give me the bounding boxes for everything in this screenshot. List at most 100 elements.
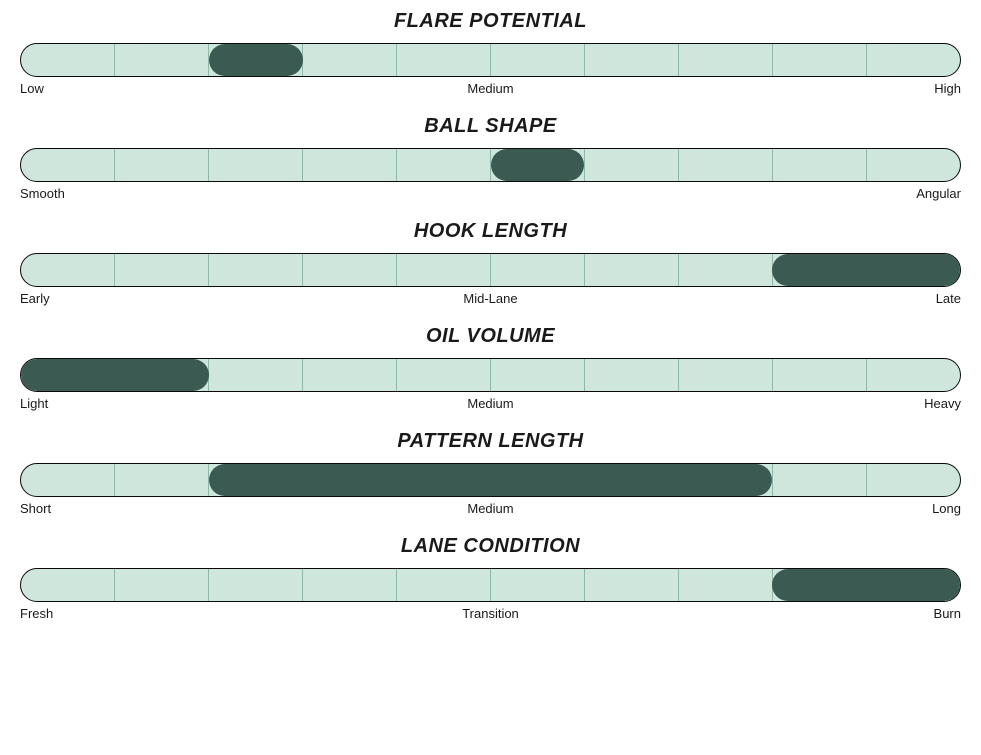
label-right: High xyxy=(934,81,961,96)
chart-title: BALL SHAPE xyxy=(20,115,961,138)
segment xyxy=(491,569,585,601)
segment xyxy=(209,569,303,601)
fill-indicator xyxy=(491,149,585,181)
charts-container: FLARE POTENTIAL Low Medium High BALL SHAPE Sm… xyxy=(20,10,961,622)
segment xyxy=(773,44,867,76)
segment xyxy=(773,359,867,391)
fill-indicator xyxy=(209,464,772,496)
axis-labels: Smooth Angular xyxy=(20,186,961,202)
fill-indicator xyxy=(772,569,960,601)
segment xyxy=(679,359,773,391)
track xyxy=(20,43,961,77)
track xyxy=(20,463,961,497)
segment xyxy=(773,464,867,496)
label-left: Short xyxy=(20,501,51,516)
track-wrapper: Smooth Angular xyxy=(20,148,961,202)
segment xyxy=(21,149,115,181)
chart-title: FLARE POTENTIAL xyxy=(20,10,961,33)
segment xyxy=(585,254,679,286)
fill-indicator xyxy=(21,359,209,391)
segments xyxy=(21,44,960,76)
segment xyxy=(867,44,960,76)
chart-pattern-length: PATTERN LENGTH Short Medium Long xyxy=(20,430,961,517)
segment xyxy=(115,44,209,76)
track-wrapper: Short Medium Long xyxy=(20,463,961,517)
segment xyxy=(491,254,585,286)
segment xyxy=(397,44,491,76)
track xyxy=(20,148,961,182)
chart-title: LANE CONDITION xyxy=(20,535,961,558)
chart-lane-condition: LANE CONDITION Fresh Transition Burn xyxy=(20,535,961,622)
axis-labels: Low Medium High xyxy=(20,81,961,97)
segment xyxy=(21,569,115,601)
label-left: Smooth xyxy=(20,186,65,201)
segment xyxy=(397,149,491,181)
label-center: Transition xyxy=(462,606,519,621)
label-center: Medium xyxy=(467,81,513,96)
segment xyxy=(209,149,303,181)
chart-hook-length: HOOK LENGTH Early Mid-Lane Late xyxy=(20,220,961,307)
segment xyxy=(585,569,679,601)
segment xyxy=(397,359,491,391)
segment xyxy=(679,149,773,181)
label-left: Light xyxy=(20,396,48,411)
label-left: Low xyxy=(20,81,44,96)
track-wrapper: Fresh Transition Burn xyxy=(20,568,961,622)
fill-indicator xyxy=(772,254,960,286)
axis-labels: Early Mid-Lane Late xyxy=(20,291,961,307)
segment xyxy=(115,149,209,181)
segment xyxy=(679,44,773,76)
chart-oil-volume: OIL VOLUME Light Medium Heavy xyxy=(20,325,961,412)
segment xyxy=(867,149,960,181)
segment xyxy=(679,569,773,601)
track xyxy=(20,568,961,602)
segment xyxy=(209,359,303,391)
segment xyxy=(115,464,209,496)
label-center: Medium xyxy=(467,501,513,516)
segment xyxy=(303,359,397,391)
axis-labels: Light Medium Heavy xyxy=(20,396,961,412)
track-wrapper: Light Medium Heavy xyxy=(20,358,961,412)
segment xyxy=(773,149,867,181)
label-right: Late xyxy=(936,291,961,306)
segment xyxy=(303,149,397,181)
track-wrapper: Low Medium High xyxy=(20,43,961,97)
chart-title: PATTERN LENGTH xyxy=(20,430,961,453)
label-center: Medium xyxy=(467,396,513,411)
segment xyxy=(303,44,397,76)
label-center: Mid-Lane xyxy=(463,291,517,306)
segment xyxy=(115,569,209,601)
segment xyxy=(491,359,585,391)
label-right: Burn xyxy=(934,606,961,621)
segment xyxy=(303,569,397,601)
segment xyxy=(209,254,303,286)
segment xyxy=(21,464,115,496)
label-right: Heavy xyxy=(924,396,961,411)
segment xyxy=(21,254,115,286)
axis-labels: Fresh Transition Burn xyxy=(20,606,961,622)
axis-labels: Short Medium Long xyxy=(20,501,961,517)
label-right: Angular xyxy=(916,186,961,201)
label-right: Long xyxy=(932,501,961,516)
segment xyxy=(115,254,209,286)
segment xyxy=(491,44,585,76)
chart-flare-potential: FLARE POTENTIAL Low Medium High xyxy=(20,10,961,97)
track xyxy=(20,358,961,392)
segment xyxy=(679,254,773,286)
chart-title: HOOK LENGTH xyxy=(20,220,961,243)
segment xyxy=(21,44,115,76)
segment xyxy=(397,254,491,286)
segment xyxy=(585,359,679,391)
label-left: Fresh xyxy=(20,606,53,621)
chart-title: OIL VOLUME xyxy=(20,325,961,348)
segment xyxy=(867,464,960,496)
label-left: Early xyxy=(20,291,50,306)
track-wrapper: Early Mid-Lane Late xyxy=(20,253,961,307)
track xyxy=(20,253,961,287)
fill-indicator xyxy=(209,44,303,76)
segment xyxy=(585,149,679,181)
segment xyxy=(303,254,397,286)
segment xyxy=(867,359,960,391)
segment xyxy=(585,44,679,76)
chart-ball-shape: BALL SHAPE Smooth Angular xyxy=(20,115,961,202)
